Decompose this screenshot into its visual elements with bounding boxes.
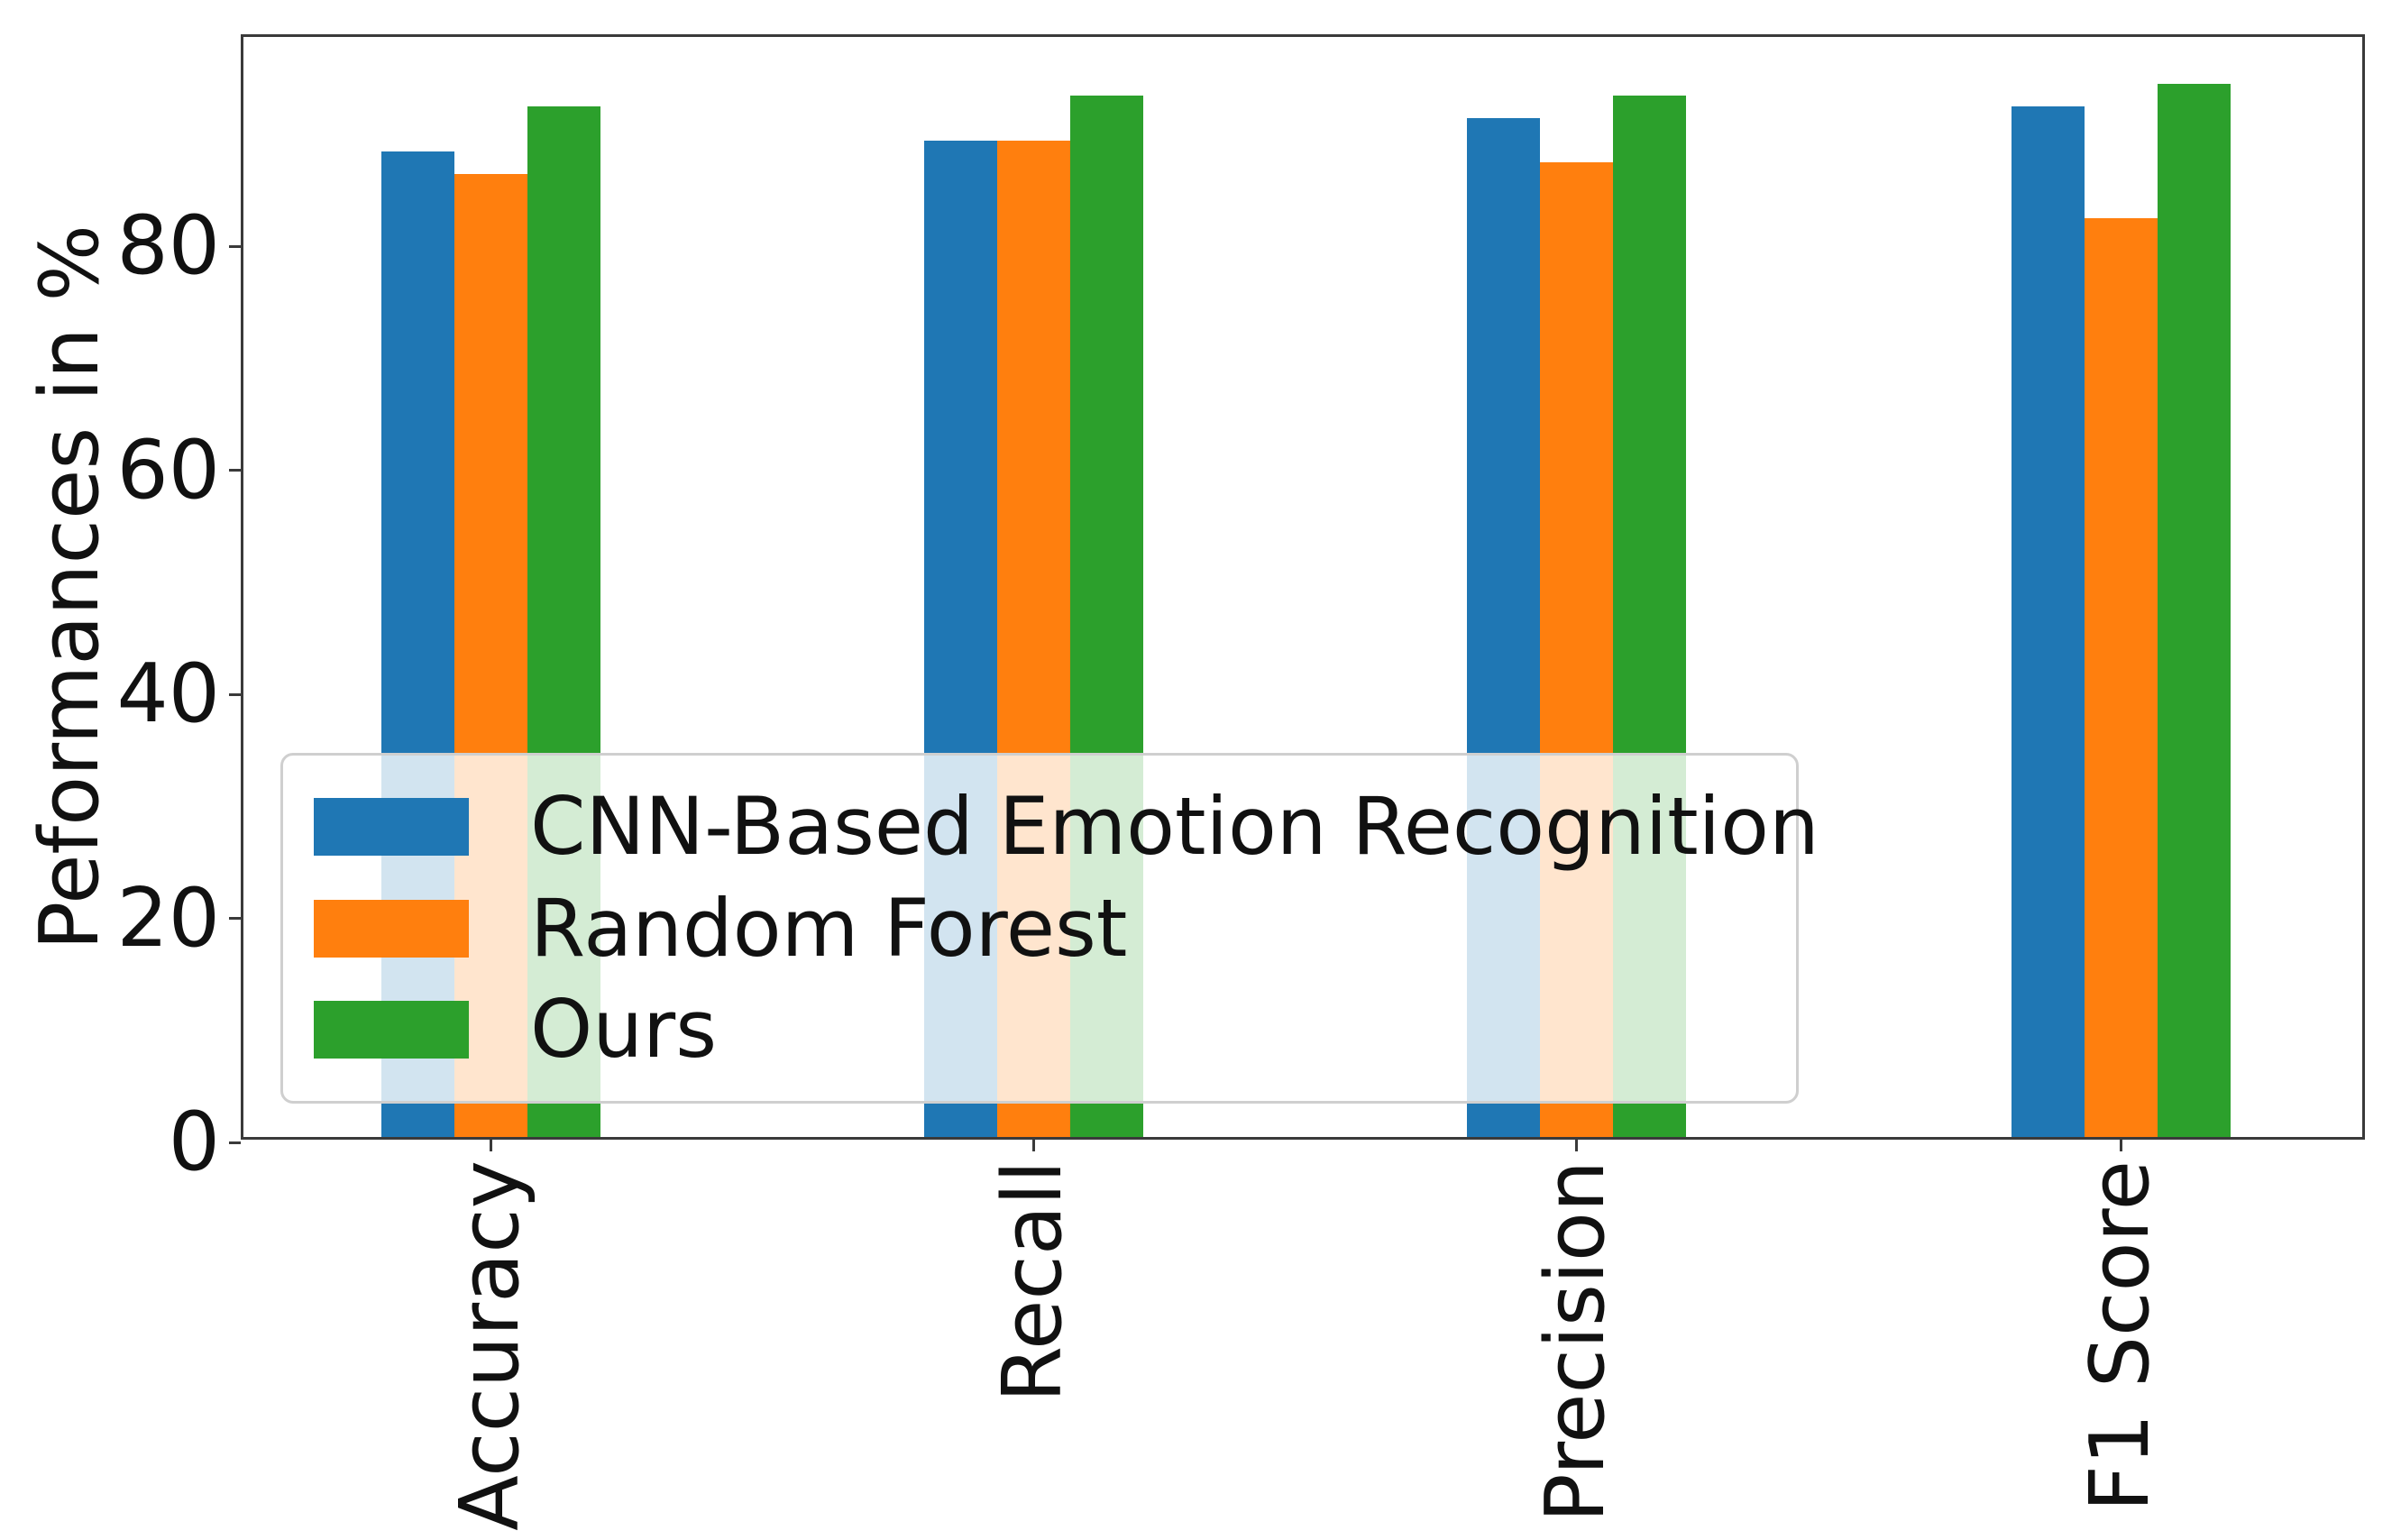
bar-f1-score-series-0 — [2011, 106, 2085, 1137]
legend-swatch-2 — [314, 1001, 469, 1059]
legend-row-0: CNN-Based Emotion Recognition — [314, 786, 1819, 866]
legend-row-2: Ours — [314, 990, 1765, 1069]
x-tick-label-accuracy: Accuracy — [443, 1160, 537, 1535]
legend: CNN-Based Emotion Recognition Random Fore… — [280, 753, 1819, 1104]
x-tick-mark — [2119, 1140, 2122, 1151]
y-tick-label: 80 — [116, 198, 220, 294]
x-tick-label-text: Precision — [1528, 1160, 1623, 1523]
y-tick-mark — [229, 692, 241, 696]
y-axis-label-container: Peformances in % — [7, 34, 133, 1140]
y-tick-label: 60 — [116, 422, 220, 518]
legend-swatch-1 — [314, 899, 469, 958]
legend-label-1: Random Forest — [530, 881, 1128, 975]
x-tick-label-text: Accuracy — [443, 1160, 537, 1531]
legend-swatch-0 — [314, 797, 469, 856]
y-tick-mark — [229, 469, 241, 472]
x-tick-label-text: Recall — [985, 1160, 1080, 1403]
x-tick-mark — [1574, 1140, 1578, 1151]
x-tick-label-f1-score: F1 Score — [2073, 1160, 2167, 1516]
y-tick-mark — [229, 917, 241, 921]
bar-f1-score-series-1 — [2084, 218, 2158, 1137]
x-tick-label-precision: Precision — [1528, 1160, 1623, 1526]
plot-area: 0 20 40 60 80 Accuracy Recall Precision F1 Score… — [116, 34, 2365, 1531]
x-tick-label-recall: Recall — [985, 1160, 1080, 1407]
y-tick-label: 40 — [116, 646, 220, 742]
x-tick-label-text: F1 Score — [2073, 1160, 2167, 1512]
x-tick-mark — [1031, 1140, 1035, 1151]
x-tick-mark — [489, 1140, 492, 1151]
legend-label-0: CNN-Based Emotion Recognition — [530, 779, 1819, 873]
y-tick-mark — [229, 244, 241, 248]
y-tick-label: 20 — [116, 870, 220, 966]
y-tick-mark — [229, 1141, 241, 1144]
y-axis-label: Peformances in % — [23, 224, 117, 950]
bar-f1-score-series-2 — [2157, 84, 2231, 1137]
legend-row-1: Random Forest — [314, 881, 1765, 975]
legend-label-2: Ours — [530, 983, 718, 1077]
y-tick-label: 0 — [168, 1095, 220, 1189]
